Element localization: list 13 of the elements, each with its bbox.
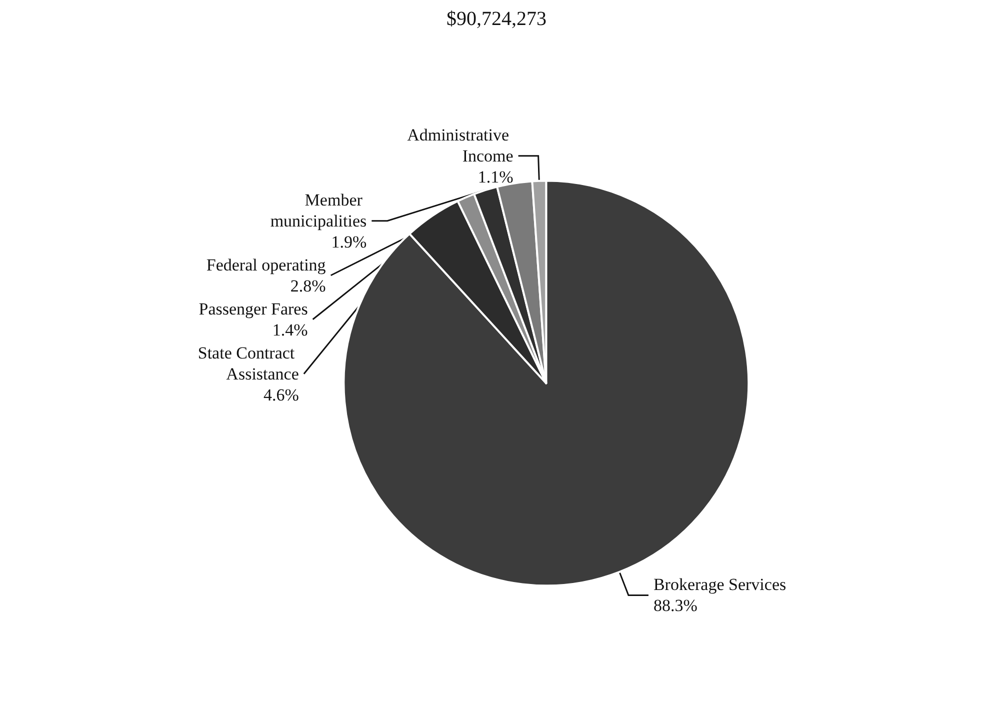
data-label: 1.1% <box>478 167 514 186</box>
data-label: 1.4% <box>272 320 308 340</box>
slice-label: Administrative Income <box>407 125 514 166</box>
slice-label: Federal operating <box>206 255 326 274</box>
data-label: 1.9% <box>331 232 367 252</box>
data-label: 4.6% <box>263 385 299 404</box>
slice-label: Member municipalities <box>270 190 367 230</box>
slice-label: Passenger Fares <box>198 299 308 318</box>
slice-label: Brokerage Services <box>653 575 786 594</box>
data-label: 88.3% <box>653 596 698 616</box>
chart-title: $90,724,273 <box>446 8 546 30</box>
data-label: 2.8% <box>290 276 326 296</box>
slice-label: State Contract Assistance <box>198 343 299 384</box>
